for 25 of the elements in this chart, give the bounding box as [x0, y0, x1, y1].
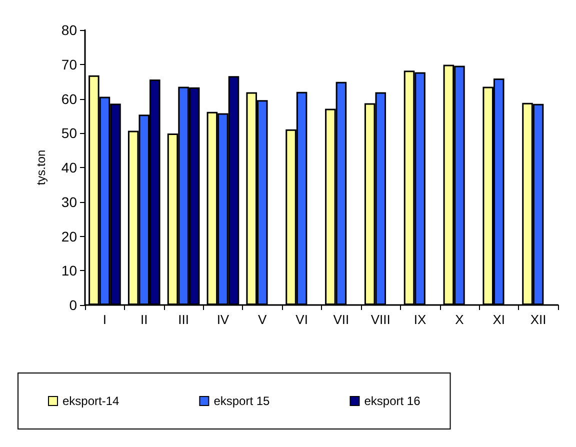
y-axis-title: tys.ton	[34, 150, 48, 186]
x-tick-label: II	[140, 312, 148, 327]
x-tick-label: III	[178, 312, 189, 327]
x-tick-label: IX	[414, 312, 427, 327]
y-tick-label: 0	[69, 297, 78, 313]
y-tick-label: 30	[61, 194, 78, 210]
y-tick-label: 20	[61, 228, 78, 244]
x-tick-label: IV	[216, 312, 230, 327]
x-tick-label: I	[102, 312, 107, 327]
y-tick-label: 50	[61, 125, 78, 142]
x-tick-label: XI	[492, 312, 506, 327]
x-tick-label: V	[258, 312, 268, 327]
x-tick-label: XII	[530, 312, 546, 327]
legend-label: eksport-14	[62, 394, 120, 408]
y-tick-label: 70	[61, 56, 78, 72]
y-tick-label: 40	[61, 160, 78, 176]
x-tick-label: VIII	[370, 312, 390, 327]
x-tick-label: VI	[296, 312, 308, 327]
x-tick-label: VII	[333, 312, 350, 327]
y-tick-label: 10	[61, 262, 78, 279]
x-tick-label: X	[455, 312, 464, 327]
legend-label: eksport 16	[364, 394, 421, 408]
legend-label: eksport 15	[214, 394, 270, 408]
y-tick-label: 80	[61, 22, 78, 38]
y-tick-label: 60	[61, 90, 78, 107]
